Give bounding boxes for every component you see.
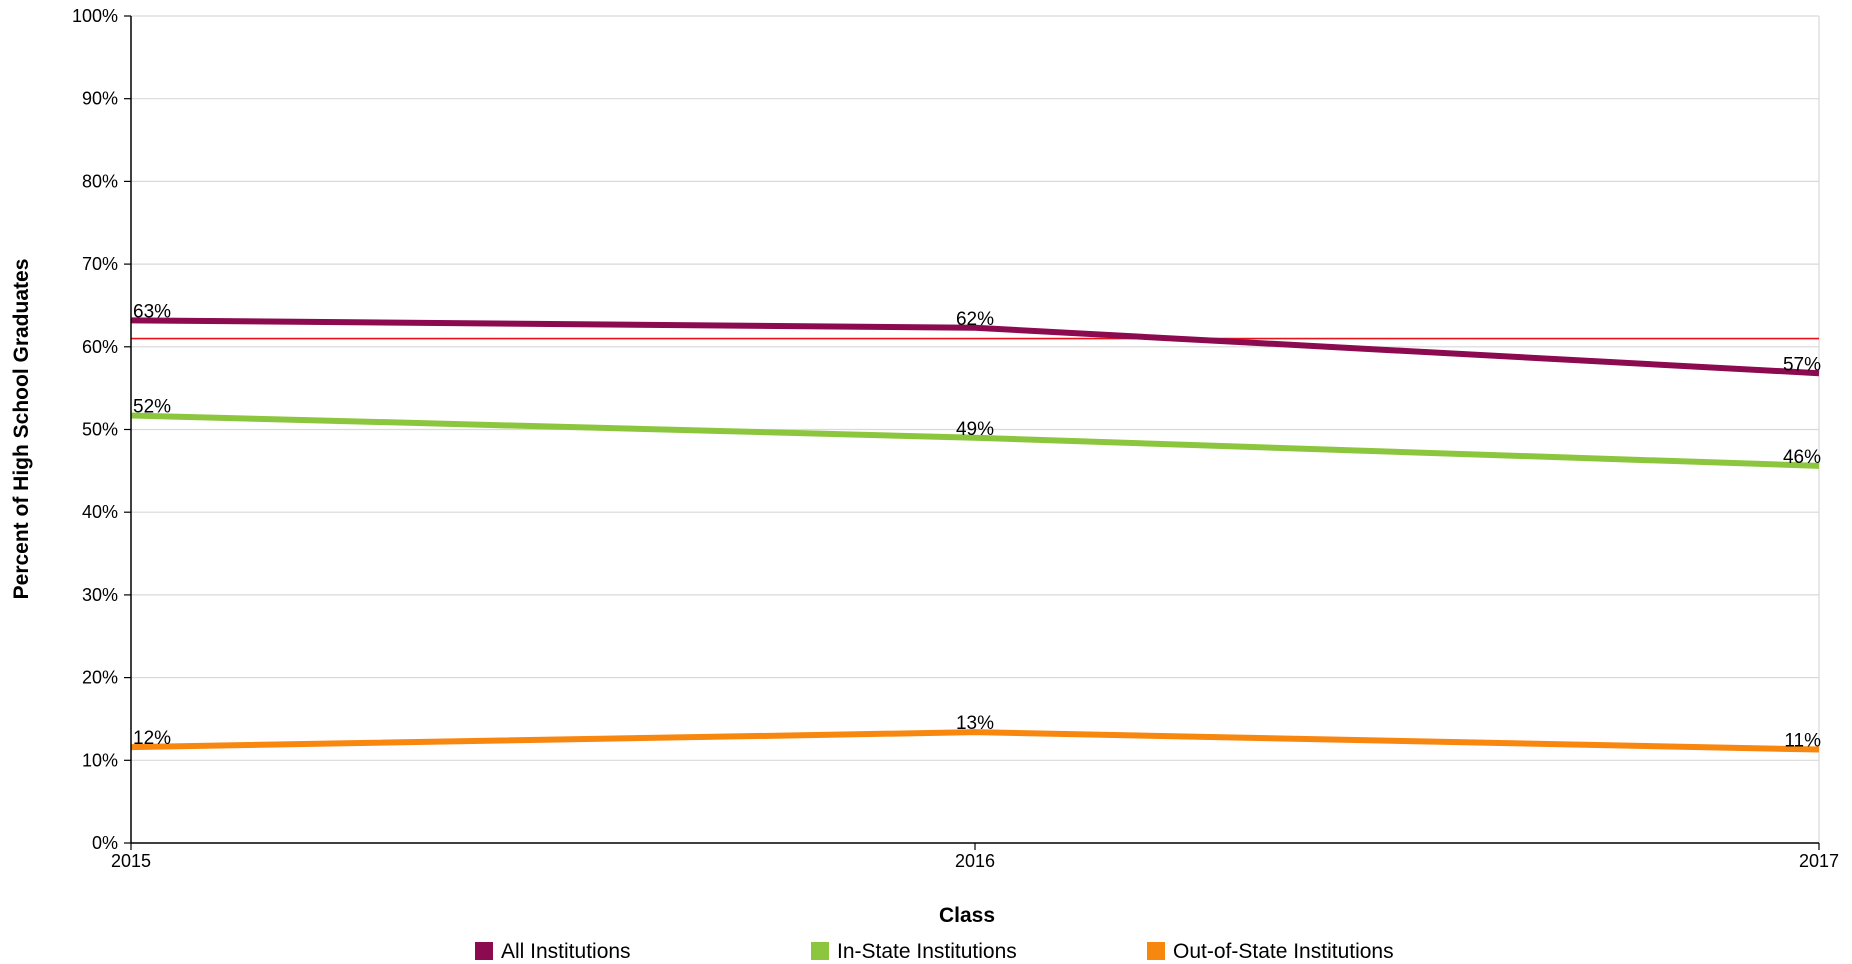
data-label: 63%	[133, 301, 171, 322]
y-tick-label: 60%	[82, 337, 118, 357]
legend-swatch	[1147, 942, 1165, 960]
data-label: 11%	[1784, 731, 1821, 752]
y-tick-label: 40%	[82, 502, 118, 522]
data-label: 57%	[1783, 354, 1821, 375]
y-tick-label: 50%	[82, 420, 118, 440]
legend-label: Out-of-State Institutions	[1173, 940, 1394, 963]
x-axis-title: Class	[939, 904, 995, 927]
data-label: 52%	[133, 396, 171, 417]
y-tick-label: 100%	[72, 6, 118, 26]
legend: All Institutions In-State Institutions Out…	[475, 940, 1394, 963]
series-lines	[130, 317, 1820, 753]
legend-label: All Institutions	[501, 940, 631, 963]
legend-label: In-State Institutions	[837, 940, 1017, 963]
y-tick-label: 30%	[82, 585, 118, 605]
y-tick-label: 0%	[92, 833, 118, 853]
x-axis-ticks: 2015 2016 2017	[111, 843, 1839, 871]
legend-swatch	[475, 942, 493, 960]
data-label: 49%	[956, 419, 994, 440]
x-tick-label: 2017	[1799, 851, 1839, 871]
y-tick-label: 20%	[82, 668, 118, 688]
y-tick-label: 70%	[82, 254, 118, 274]
x-tick-label: 2015	[111, 851, 151, 871]
series-line-2	[130, 729, 1820, 753]
data-label: 46%	[1783, 447, 1821, 468]
y-tick-label: 90%	[82, 89, 118, 109]
y-tick-label: 10%	[82, 750, 118, 770]
gridlines	[131, 15, 1820, 843]
y-tick-label: 80%	[82, 171, 118, 191]
data-label: 12%	[133, 728, 171, 749]
y-axis-title: Percent of High School Graduates	[10, 259, 33, 600]
legend-swatch	[811, 942, 829, 960]
data-label: 13%	[956, 713, 994, 734]
y-axis-ticks: 0% 10% 20% 30% 40% 50% 60% 70% 80% 90% 100%	[72, 6, 131, 853]
data-label: 62%	[956, 309, 994, 330]
data-labels: 63% 62% 57% 52% 49% 46% 12% 13% 11%	[133, 301, 1821, 751]
x-tick-label: 2016	[955, 851, 995, 871]
